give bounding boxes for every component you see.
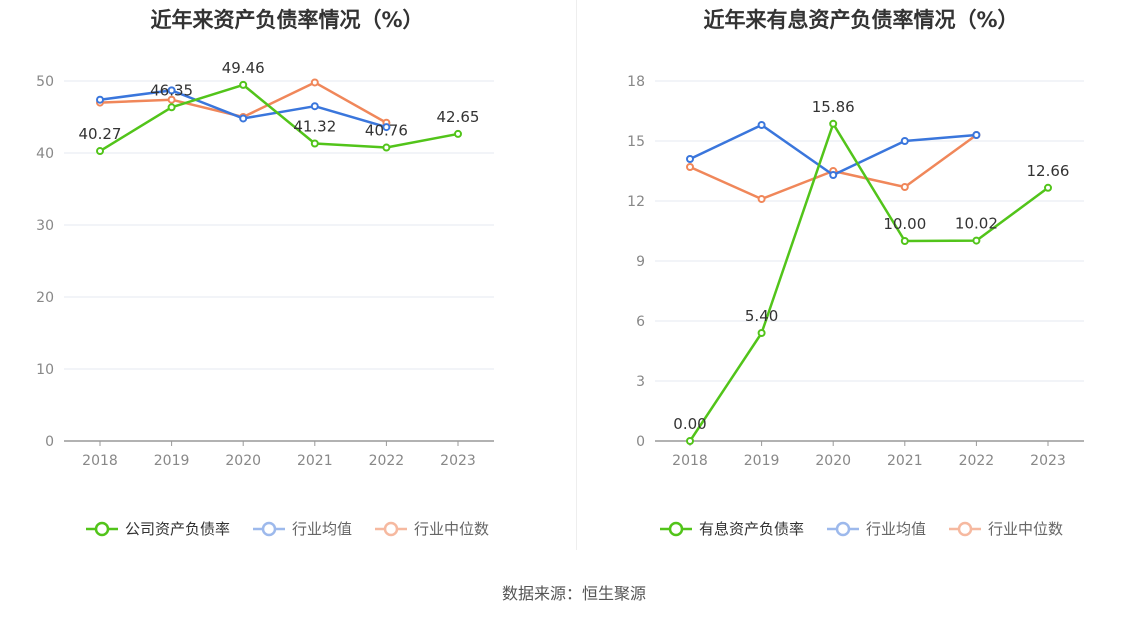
legend-label: 有息资产负债率	[698, 520, 804, 538]
legend-swatch-icon	[949, 521, 981, 536]
data-point-company[interactable]	[454, 129, 462, 138]
legend-label: 行业均值	[865, 520, 926, 538]
data-label: 12.66	[1027, 162, 1070, 180]
data-point-company[interactable]	[900, 237, 909, 245]
legend-item-industry-median[interactable]: 行业中位数	[948, 518, 1063, 539]
data-label: 10.02	[955, 215, 998, 233]
y-tick-label: 18	[627, 74, 645, 90]
data-point-industry-avg[interactable]	[239, 114, 248, 123]
x-tick-label: 2020	[815, 453, 851, 469]
data-point-industry-median[interactable]	[167, 95, 176, 104]
y-tick-label: 9	[636, 254, 645, 270]
y-tick-label: 0	[636, 434, 645, 450]
debt-ratio-chart: 0 10 20 30 40 50 2018 2019 2020 2021 2022 2023 40.27…	[36, 59, 494, 469]
legend-swatch-icon	[252, 521, 285, 536]
interest-debt-ratio-chart: 0 3 6 9 12 15 18 2018 2019 2020 2021 2022 2023 0.00 5.…	[627, 74, 1084, 469]
legend-label: 公司资产负债率	[124, 520, 230, 538]
data-label: 46.35	[150, 81, 193, 99]
legend: 有息资产负债率 行业均值 行业中位数	[574, 518, 1148, 539]
y-tick-label: 12	[627, 194, 645, 210]
x-tick-label: 2019	[744, 453, 780, 469]
data-point-company[interactable]	[167, 103, 176, 112]
x-tick-label: 2022	[959, 453, 995, 469]
data-label: 5.40	[745, 307, 778, 325]
data-point-industry-avg[interactable]	[686, 155, 694, 163]
data-point-industry-avg[interactable]	[382, 123, 391, 132]
data-point-industry-avg[interactable]	[829, 171, 838, 179]
data-label: 42.65	[437, 108, 480, 126]
x-tick-label: 2023	[1030, 453, 1066, 469]
data-point-industry-median[interactable]	[686, 163, 694, 171]
x-tick-label: 2021	[887, 453, 923, 469]
chart-title: 近年来资产负债率情况（%）	[150, 8, 424, 32]
x-tick-label: 2023	[440, 453, 476, 469]
legend-swatch-icon	[659, 521, 692, 536]
data-point-company[interactable]	[686, 437, 694, 445]
legend-label: 行业中位数	[988, 520, 1064, 538]
y-tick-label: 50	[36, 74, 54, 90]
data-point-company[interactable]	[96, 147, 104, 156]
legend-item-industry-avg[interactable]: 行业均值	[252, 518, 352, 539]
legend-item-industry-median[interactable]: 行业中位数	[374, 518, 489, 539]
x-tick-label: 2022	[369, 453, 405, 469]
data-point-company[interactable]	[757, 329, 766, 337]
x-tick-label: 2019	[154, 453, 190, 469]
legend-label: 行业中位数	[414, 520, 490, 538]
legend-label: 行业均值	[291, 520, 352, 538]
series-line-company	[99, 83, 459, 153]
legend-swatch-icon	[375, 521, 407, 536]
data-point-company[interactable]	[239, 80, 248, 89]
legend-swatch-icon	[826, 521, 859, 536]
y-tick-label: 10	[36, 362, 54, 378]
data-point-industry-avg[interactable]	[757, 121, 766, 129]
y-tick-label: 6	[636, 314, 645, 330]
data-label: 40.76	[365, 122, 408, 140]
data-point-company[interactable]	[310, 139, 319, 148]
data-point-company[interactable]	[1044, 183, 1052, 192]
data-point-company[interactable]	[972, 236, 981, 245]
legend-swatch-icon	[85, 521, 118, 536]
data-point-industry-median[interactable]	[757, 195, 766, 203]
chart-title: 近年来有息资产负债率情况（%）	[703, 8, 1019, 32]
legend-item-company[interactable]: 有息资产负债率	[659, 518, 804, 539]
y-tick-label: 15	[627, 134, 645, 150]
chart-panel-interest-debt-ratio: 近年来有息资产负债率情况（%） 0 3 6 9 12 15 18 2018 2019 2020 20…	[574, 0, 1148, 560]
legend: 公司资产负债率 行业均值 行业中位数	[0, 518, 574, 539]
data-point-industry-avg[interactable]	[900, 137, 909, 145]
x-tick-label: 2020	[225, 453, 261, 469]
data-label: 49.46	[222, 59, 265, 77]
x-tick-label: 2021	[297, 453, 333, 469]
data-label: 0.00	[673, 415, 706, 433]
legend-item-company[interactable]: 公司资产负债率	[85, 518, 230, 539]
chart-panel-debt-ratio: 近年来资产负债率情况（%） 0 10 20 30 40 50 2018 2019 2020 202…	[0, 0, 574, 560]
data-point-industry-avg[interactable]	[96, 95, 104, 104]
data-point-company[interactable]	[829, 119, 838, 128]
y-tick-label: 40	[36, 146, 54, 162]
x-tick-label: 2018	[672, 453, 708, 469]
y-tick-label: 30	[36, 218, 54, 234]
data-point-industry-avg[interactable]	[310, 102, 319, 111]
data-label: 40.27	[79, 125, 122, 143]
data-point-company[interactable]	[382, 143, 391, 152]
data-point-industry-median[interactable]	[900, 183, 909, 191]
series-line-company	[688, 122, 1049, 442]
y-tick-label: 0	[45, 434, 54, 450]
legend-item-industry-avg[interactable]: 行业均值	[826, 518, 926, 539]
data-label: 15.86	[812, 98, 855, 116]
data-point-industry-median[interactable]	[310, 78, 319, 87]
data-label: 41.32	[293, 117, 336, 135]
panel-divider	[576, 0, 577, 550]
data-point-industry-avg[interactable]	[167, 86, 176, 95]
y-tick-label: 20	[36, 290, 54, 306]
data-label: 10.00	[883, 215, 926, 233]
y-tick-label: 3	[636, 374, 645, 390]
data-source: 数据来源：恒生聚源	[501, 584, 646, 603]
data-point-industry-avg[interactable]	[972, 131, 981, 139]
x-tick-label: 2018	[82, 453, 118, 469]
